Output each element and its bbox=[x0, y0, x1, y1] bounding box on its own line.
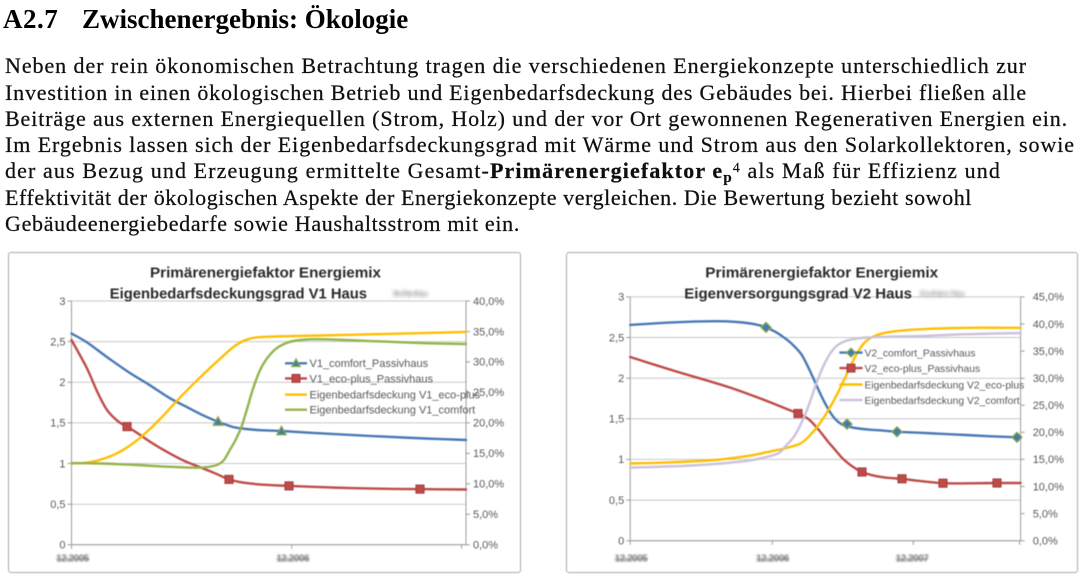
svg-text:45,0%: 45,0% bbox=[1033, 292, 1064, 304]
svg-text:0,5: 0,5 bbox=[50, 499, 65, 511]
svg-text:1: 1 bbox=[59, 458, 65, 470]
svg-text:0,5: 0,5 bbox=[609, 495, 624, 507]
svg-text:5,0%: 5,0% bbox=[473, 509, 498, 521]
svg-text:V1_eco-plus_Passivhaus: V1_eco-plus_Passivhaus bbox=[310, 373, 434, 385]
svg-text:5,0%: 5,0% bbox=[1033, 508, 1058, 520]
svg-text:10,0%: 10,0% bbox=[473, 479, 504, 491]
svg-text:12.2005: 12.2005 bbox=[615, 554, 649, 565]
svg-text:10,0%: 10,0% bbox=[1033, 481, 1064, 493]
svg-text:V1_comfort_Passivhaus: V1_comfort_Passivhaus bbox=[310, 358, 429, 370]
svg-text:Primärenergiefaktor Energiemix: Primärenergiefaktor Energiemix bbox=[150, 265, 382, 282]
svg-text:1,5: 1,5 bbox=[609, 414, 624, 426]
svg-text:12.2005: 12.2005 bbox=[56, 554, 90, 565]
svg-text:1,5: 1,5 bbox=[50, 418, 65, 430]
svg-text:Primärenergiefaktor Energiemix: Primärenergiefaktor Energiemix bbox=[705, 265, 939, 282]
svg-text:20,0%: 20,0% bbox=[1033, 427, 1064, 439]
svg-text:Eigenbedarfsdeckung V1_comfort: Eigenbedarfsdeckung V1_comfort bbox=[310, 405, 476, 417]
svg-text:Eigenbedarfsdeckung V1_eco-plu: Eigenbedarfsdeckung V1_eco-plus bbox=[310, 390, 481, 402]
svg-text:40,0%: 40,0% bbox=[473, 296, 504, 308]
svg-text:0: 0 bbox=[59, 540, 65, 552]
svg-text:25,0%: 25,0% bbox=[473, 387, 504, 399]
svg-text:35,0%: 35,0% bbox=[1033, 346, 1064, 358]
svg-text:Eigenbedarfsdeckung V2_comfort: Eigenbedarfsdeckung V2_comfort bbox=[865, 396, 1020, 407]
svg-text:15,0%: 15,0% bbox=[1033, 454, 1064, 466]
svg-text:35,0%: 35,0% bbox=[473, 326, 504, 338]
svg-text:Xmhtm Nw: Xmhtm Nw bbox=[392, 289, 428, 300]
svg-text:25,0%: 25,0% bbox=[1033, 400, 1064, 412]
svg-text:2,5: 2,5 bbox=[50, 336, 65, 348]
svg-text:Eigenbedarfsdeckung V2_eco-plu: Eigenbedarfsdeckung V2_eco-plus bbox=[865, 380, 1025, 391]
svg-text:0,0%: 0,0% bbox=[1033, 536, 1058, 548]
svg-text:0,0%: 0,0% bbox=[473, 540, 498, 552]
svg-text:2: 2 bbox=[59, 377, 65, 389]
svg-text:1: 1 bbox=[618, 454, 624, 466]
svg-text:0: 0 bbox=[618, 536, 624, 548]
svg-text:Xmhtm Nw: Xmhtm Nw bbox=[919, 289, 965, 300]
svg-text:12.2006: 12.2006 bbox=[756, 554, 790, 565]
svg-text:12.2007: 12.2007 bbox=[896, 554, 930, 565]
svg-text:30,0%: 30,0% bbox=[1033, 373, 1064, 385]
svg-text:2: 2 bbox=[618, 373, 624, 385]
svg-text:Eigenbedarfsdeckungsgrad V1 Ha: Eigenbedarfsdeckungsgrad V1 Haus bbox=[110, 286, 367, 303]
svg-text:2,5: 2,5 bbox=[609, 332, 624, 344]
svg-text:Eigenversorgungsgrad V2 Haus: Eigenversorgungsgrad V2 Haus bbox=[684, 286, 912, 303]
svg-text:12.2006: 12.2006 bbox=[276, 554, 310, 565]
svg-text:V2_comfort_Passivhaus: V2_comfort_Passivhaus bbox=[865, 349, 976, 360]
svg-text:V2_eco-plus_Passivhaus: V2_eco-plus_Passivhaus bbox=[865, 364, 981, 375]
svg-text:30,0%: 30,0% bbox=[473, 357, 504, 369]
svg-text:3: 3 bbox=[618, 292, 624, 304]
svg-text:40,0%: 40,0% bbox=[1033, 319, 1064, 331]
svg-text:20,0%: 20,0% bbox=[473, 418, 504, 430]
svg-text:3: 3 bbox=[59, 296, 65, 308]
svg-text:15,0%: 15,0% bbox=[473, 448, 504, 460]
